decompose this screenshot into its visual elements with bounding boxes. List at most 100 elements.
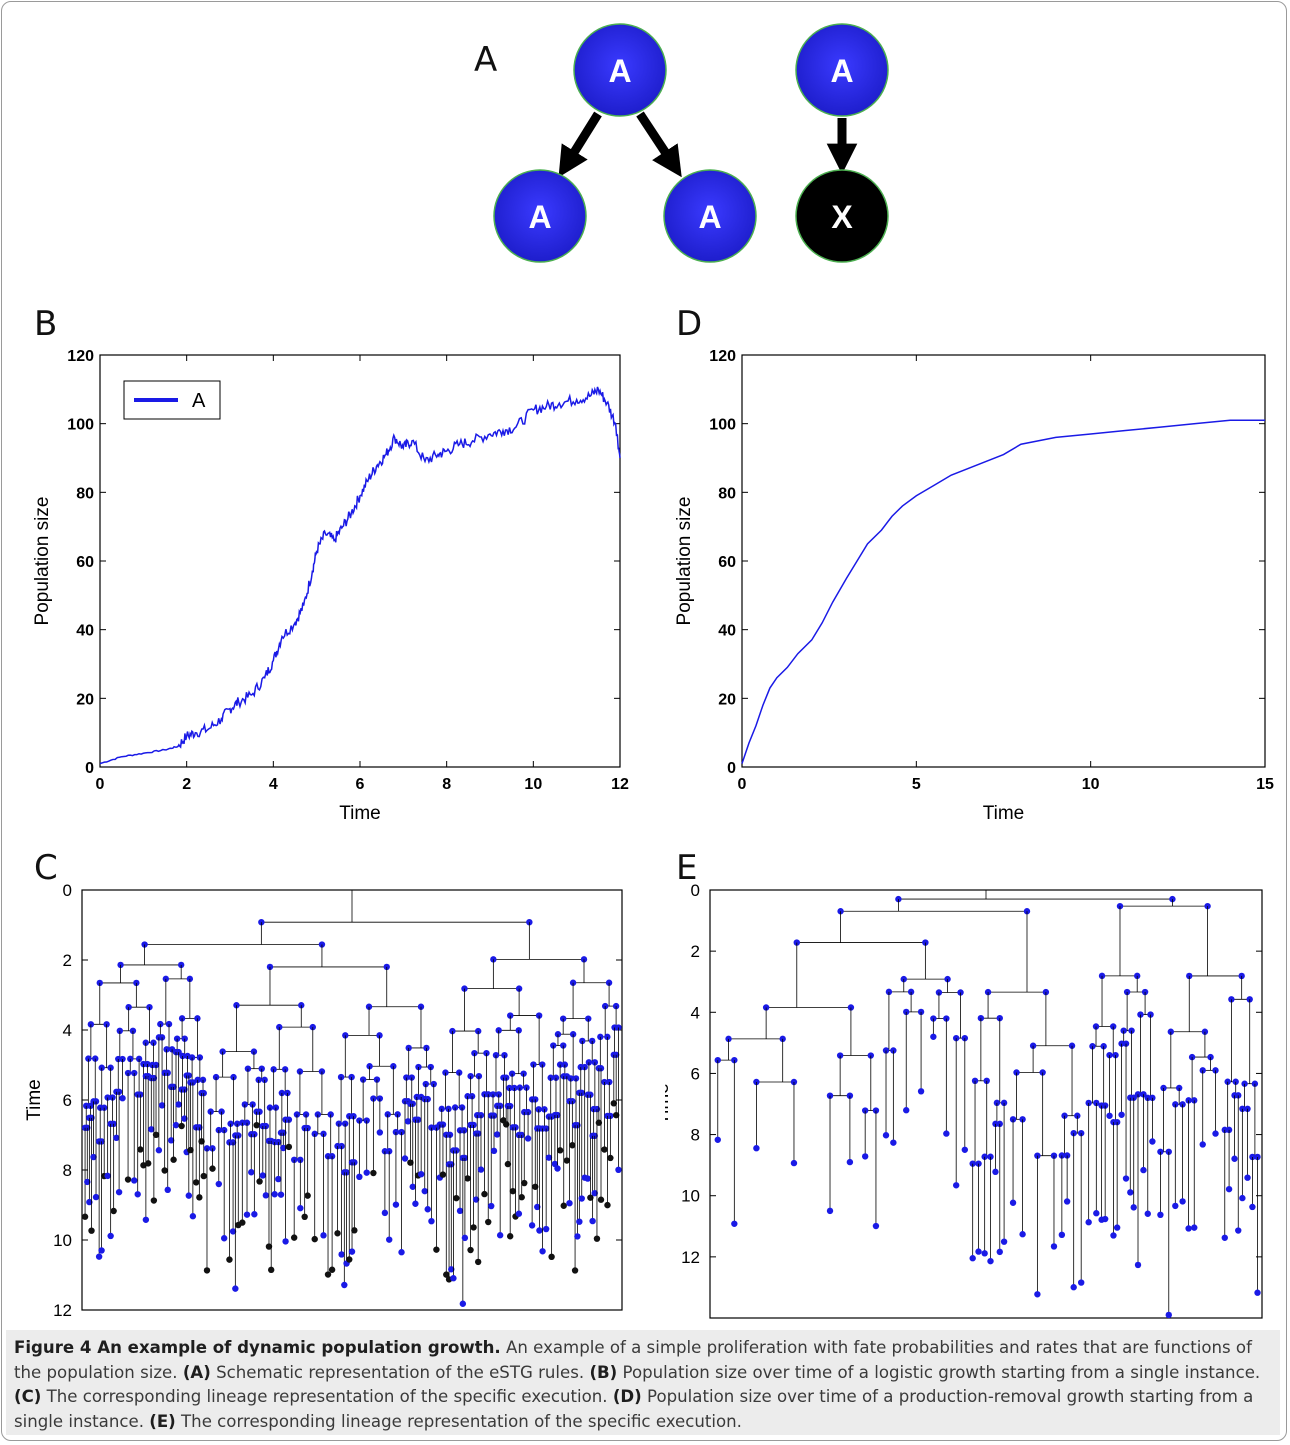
- division-point: [272, 1104, 280, 1111]
- y-tick-label: 10: [681, 1187, 700, 1206]
- dead-cell-point: [192, 1179, 200, 1186]
- panel-letter-c: C: [34, 848, 58, 888]
- y-tick-label: 20: [76, 691, 94, 708]
- y-tick-label: 80: [76, 485, 94, 502]
- cell-point: [1225, 1185, 1233, 1193]
- arrow-right-icon: [636, 111, 682, 178]
- dead-cell-point: [504, 1160, 512, 1168]
- y-tick-label: 12: [681, 1248, 700, 1267]
- cell-point: [259, 1172, 266, 1179]
- cell-point: [220, 1235, 228, 1242]
- cell-point: [119, 1094, 126, 1102]
- division-point: [311, 1130, 318, 1138]
- schematic-diagram: A A A A X: [493, 23, 889, 263]
- division-point: [605, 979, 613, 986]
- cell-point: [115, 1188, 123, 1196]
- division-point: [383, 963, 390, 971]
- dead-cell-point: [253, 1122, 260, 1129]
- division-point: [753, 1078, 760, 1086]
- x-tick-label: 8: [442, 776, 451, 793]
- cell-point: [1185, 1225, 1192, 1232]
- y-tick-label: 100: [67, 417, 94, 434]
- division-point: [725, 1035, 732, 1043]
- cell-point: [1122, 1175, 1130, 1182]
- division-point: [189, 1079, 197, 1086]
- cell-point: [1106, 1112, 1113, 1119]
- division-point: [258, 1065, 265, 1072]
- division-point: [464, 1093, 471, 1100]
- cell-point: [1101, 1215, 1109, 1223]
- dead-cell-point: [200, 1172, 207, 1180]
- cell-point: [131, 1177, 138, 1184]
- y-tick-label: 80: [718, 485, 736, 502]
- y-tick-label: 0: [63, 881, 72, 900]
- cell-point: [404, 1118, 412, 1125]
- cell-point: [536, 1227, 543, 1234]
- cell-point: [872, 1222, 880, 1230]
- node-child-right: A: [663, 169, 757, 263]
- division-point: [135, 1055, 143, 1063]
- division-point: [1175, 1084, 1183, 1092]
- division-point: [461, 985, 468, 992]
- division-point: [779, 1035, 786, 1043]
- cell-point: [930, 1033, 937, 1040]
- division-point: [1019, 1116, 1026, 1123]
- division-point: [1224, 1078, 1231, 1085]
- cell-point: [185, 1192, 193, 1199]
- division-point: [196, 1124, 203, 1131]
- division-point: [1160, 1084, 1167, 1092]
- cell-point: [1113, 1224, 1121, 1231]
- dead-cell-point: [334, 1230, 341, 1237]
- division-point: [996, 1120, 1003, 1128]
- cell-point: [98, 1247, 105, 1254]
- cell-point: [409, 1183, 416, 1190]
- cell-point: [576, 1218, 583, 1225]
- chart-c: 0 2 4 6 8 10 12 Time: [24, 881, 623, 1320]
- x-tick-label: 4: [269, 776, 278, 793]
- series-line: [741, 419, 1265, 764]
- division-point: [275, 1138, 282, 1146]
- dead-cell-point: [509, 1187, 517, 1195]
- division-point: [280, 1129, 287, 1136]
- cell-point: [271, 1191, 278, 1198]
- division-point: [1061, 1112, 1068, 1119]
- cell-point: [826, 1207, 834, 1215]
- dead-cell-point: [324, 1271, 332, 1278]
- division-point: [996, 1014, 1003, 1022]
- division-point: [458, 1104, 466, 1111]
- cell-point: [496, 1232, 504, 1239]
- y-tick-label: 12: [53, 1301, 72, 1320]
- cell-point: [1034, 1291, 1041, 1298]
- dead-cell-point: [595, 1119, 603, 1126]
- cell-point: [1199, 1141, 1206, 1148]
- division-point: [235, 1132, 242, 1139]
- y-tick-label: 6: [691, 1064, 700, 1083]
- cell-point: [181, 1115, 188, 1122]
- cell-point: [398, 1249, 405, 1256]
- cell-point: [175, 1101, 182, 1108]
- division-point: [409, 1100, 416, 1107]
- cell-point: [262, 1192, 270, 1199]
- cell-point: [1000, 1238, 1008, 1245]
- cell-point: [338, 1251, 345, 1258]
- division-point: [987, 1153, 994, 1160]
- cell-point: [545, 1154, 553, 1161]
- cell-point: [386, 1236, 393, 1243]
- division-point: [762, 1004, 770, 1011]
- figure-caption: Figure 4 An example of dynamic populatio…: [6, 1330, 1280, 1435]
- y-tick-label: 4: [691, 1003, 700, 1022]
- division-point: [146, 1003, 153, 1011]
- cell-point: [987, 1257, 994, 1265]
- y-axis-label: Time: [665, 1083, 673, 1125]
- division-point: [847, 1004, 855, 1011]
- cell-point: [542, 1225, 550, 1233]
- division-point: [261, 1076, 268, 1084]
- division-point: [1165, 1148, 1172, 1155]
- cell-point: [1093, 1210, 1100, 1217]
- dead-cell-point: [150, 1197, 158, 1204]
- division-point: [281, 1066, 289, 1073]
- division-point: [342, 1032, 349, 1039]
- y-tick-label: 2: [691, 942, 700, 961]
- cell-point: [1050, 1243, 1058, 1250]
- cell-point: [1110, 1232, 1117, 1239]
